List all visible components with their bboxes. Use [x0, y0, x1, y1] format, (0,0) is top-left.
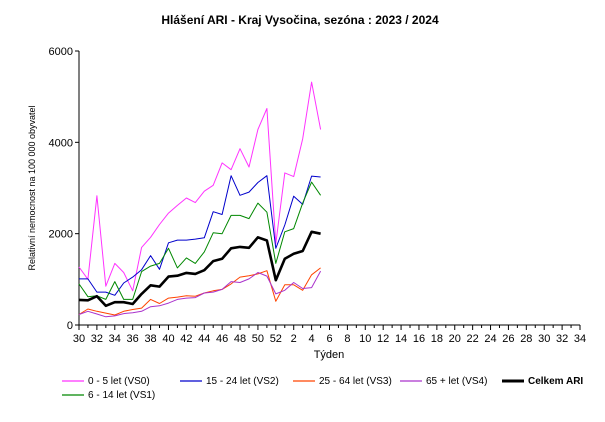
x-tick-label: 44 [198, 333, 210, 345]
x-tick-label: 12 [377, 333, 389, 345]
x-tick-label: 26 [502, 333, 514, 345]
x-tick-label: 2 [291, 333, 297, 345]
series-line-2 [79, 175, 321, 296]
x-tick-label: 22 [467, 333, 479, 345]
x-tick-label: 24 [484, 333, 496, 345]
x-tick-label: 20 [449, 333, 461, 345]
x-tick-label: 28 [520, 333, 532, 345]
x-tick-label: 52 [270, 333, 282, 345]
series-line-1 [78, 81, 322, 292]
x-tick-label: 4 [309, 333, 315, 345]
chart-title: Hlášení ARI - Kraj Vysočina, sezóna : 20… [161, 13, 439, 27]
y-ticks: 0 2000 4000 6000 [49, 46, 79, 332]
legend-label: 0 - 5 let (VS0) [88, 376, 150, 387]
y-tick-label: 0 [67, 320, 73, 332]
x-tick-label: 36 [127, 333, 139, 345]
x-tick-label: 18 [431, 333, 443, 345]
series-lines [78, 81, 322, 318]
y-tick-label: 2000 [49, 229, 73, 241]
legend: 0 - 5 let (VS0) 15 - 24 let (VS2) 25 - 64 … [62, 376, 583, 401]
x-tick-label: 16 [413, 333, 425, 345]
y-tick-label: 4000 [49, 137, 73, 149]
x-tick-label: 30 [538, 333, 550, 345]
x-tick-label: 32 [556, 333, 568, 345]
x-tick-label: 6 [326, 333, 332, 345]
x-tick-label: 50 [252, 333, 264, 345]
series-line-6 [78, 181, 322, 300]
x-ticks: 30 32 34 36 38 40 42 44 46 48 50 52 2 4 6 8 10 12 14 16 18 20… [73, 325, 586, 345]
x-tick-label: 30 [73, 333, 85, 345]
legend-label: Celkem ARI [528, 376, 583, 387]
x-tick-label: 32 [91, 333, 103, 345]
x-tick-label: 8 [344, 333, 350, 345]
x-tick-label: 42 [180, 333, 192, 345]
series-line-5 [78, 230, 321, 308]
x-tick-label: 48 [234, 333, 246, 345]
legend-label: 25 - 64 let (VS3) [319, 376, 392, 387]
plot-axes [78, 51, 580, 326]
x-tick-label: 34 [109, 333, 121, 345]
x-tick-label: 34 [574, 333, 586, 345]
x-tick-label: 14 [395, 333, 407, 345]
legend-label: 6 - 14 let (VS1) [88, 390, 155, 401]
x-tick-label: 40 [162, 333, 174, 345]
legend-label: 15 - 24 let (VS2) [206, 376, 279, 387]
series-line-4 [78, 270, 322, 318]
x-tick-label: 46 [216, 333, 228, 345]
y-axis-label: Relativní nemocnost na 100 000 obyvatel [27, 105, 37, 270]
y-tick-label: 6000 [49, 46, 73, 58]
series-line-3 [78, 267, 321, 316]
x-tick-label: 10 [359, 333, 371, 345]
x-axis-label: Týden [314, 349, 345, 361]
x-tick-label: 38 [144, 333, 156, 345]
legend-label: 65 + let (VS4) [426, 376, 487, 387]
